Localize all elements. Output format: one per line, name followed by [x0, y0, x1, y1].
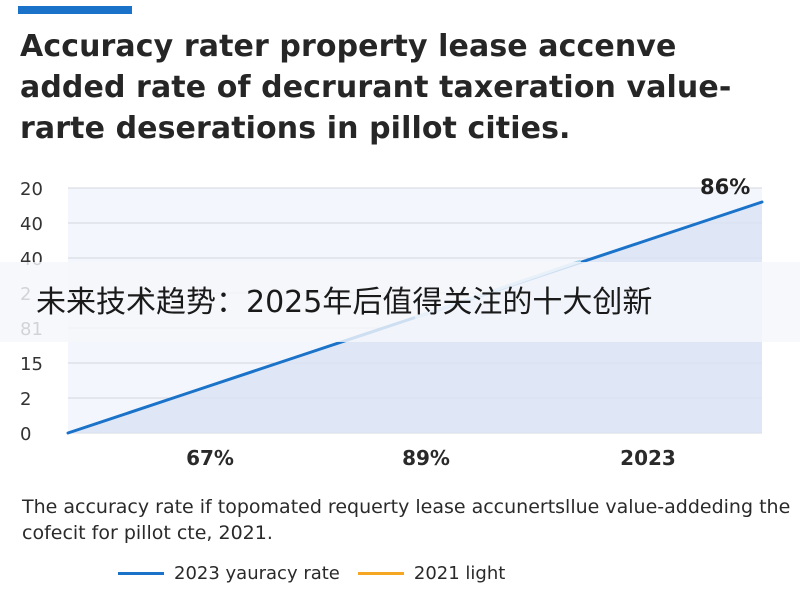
- legend-swatch-orange: [357, 572, 404, 575]
- x-tick-label: 89%: [402, 446, 450, 470]
- chart-legend: 2023 yauracy rate 2021 light: [118, 563, 523, 584]
- legend-label-2021: 2021 light: [413, 563, 506, 584]
- y-tick-label: 2: [20, 389, 31, 410]
- chart-caption: The accuracy rate if topomated requerty …: [22, 496, 791, 544]
- x-tick-label: 2023: [620, 446, 676, 470]
- legend-label-2023: 2023 yauracy rate: [174, 563, 340, 584]
- legend-item-2021: 2021 light: [357, 563, 506, 584]
- legend-item-2023: 2023 yauracy rate: [118, 563, 340, 584]
- legend-swatch-blue: [118, 572, 164, 575]
- overlay-banner-text: 未来技术趋势：2025年后值得关注的十大创新: [36, 285, 653, 320]
- y-tick-label: 20: [20, 179, 43, 200]
- data-label: 86%: [700, 175, 750, 199]
- x-tick-label: 67%: [186, 446, 234, 470]
- accent-bar: [18, 6, 132, 14]
- y-tick-label: 15: [20, 354, 43, 375]
- chart-title: Accuracy rater property lease accenve ad…: [20, 29, 732, 146]
- y-tick-label: 40: [20, 214, 43, 235]
- overlay-banner: [0, 262, 800, 342]
- y-tick-label: 0: [20, 424, 31, 445]
